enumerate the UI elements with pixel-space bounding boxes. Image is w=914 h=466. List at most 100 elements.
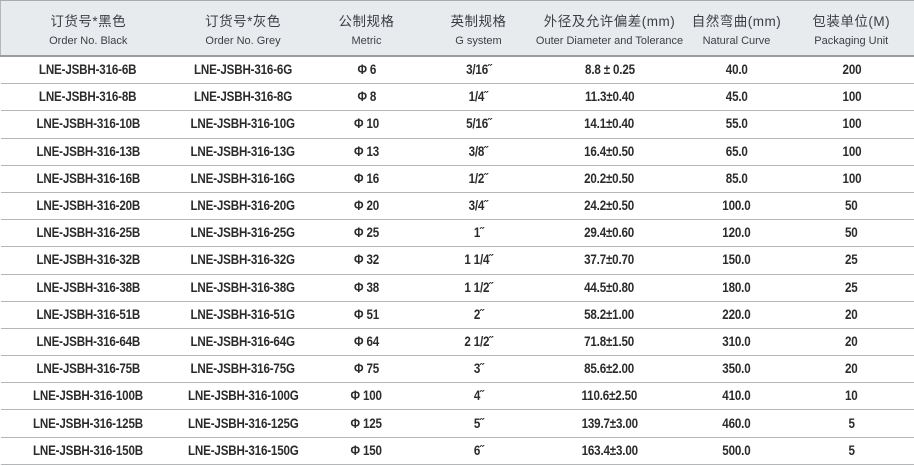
cell: LNE-JSBH-316-32B bbox=[0, 246, 176, 275]
cell-text: 5/16˝ bbox=[465, 116, 492, 132]
table-row: LNE-JSBH-316-125B LNE-JSBH-316-125G Φ 125 5… bbox=[0, 409, 914, 438]
cell: 100 bbox=[788, 83, 914, 112]
cell: 200 bbox=[788, 56, 914, 85]
cell-text: 139.7±3.00 bbox=[581, 415, 638, 431]
cell-text: 10 bbox=[845, 388, 858, 404]
table-row: LNE-JSBH-316-8B LNE-JSBH-316-8G Φ 8 1/4˝ 11.… bbox=[0, 83, 914, 112]
cell-text: LNE-JSBH-316-75G bbox=[190, 361, 296, 377]
cell: Φ 150 bbox=[310, 437, 423, 465]
cell: LNE-JSBH-316-51G bbox=[175, 301, 311, 329]
cell-text: 3/16˝ bbox=[465, 62, 492, 78]
cell-text: Φ 6 bbox=[357, 62, 376, 78]
cell: LNE-JSBH-316-38B bbox=[0, 274, 176, 302]
cell-text: Φ 20 bbox=[354, 198, 379, 214]
table-row: LNE-JSBH-316-51B LNE-JSBH-316-51G Φ 51 2˝ 58… bbox=[0, 301, 914, 329]
cell-text: 20.2±0.50 bbox=[584, 170, 635, 186]
cell: LNE-JSBH-316-6B bbox=[0, 56, 176, 85]
cell: LNE-JSBH-316-6G bbox=[175, 56, 311, 85]
cell-text: 24.2±0.50 bbox=[584, 198, 635, 214]
column-label-en: G system bbox=[455, 34, 502, 47]
cell-text: 1/2˝ bbox=[468, 170, 489, 186]
cell: LNE-JSBH-316-150G bbox=[175, 437, 311, 465]
cell-text: Φ 10 bbox=[354, 116, 379, 132]
cell: LNE-JSBH-316-8G bbox=[175, 83, 311, 112]
cell: 5/16˝ bbox=[422, 110, 535, 139]
cell-text: LNE-JSBH-316-20B bbox=[36, 198, 140, 214]
cell-text: 150.0 bbox=[722, 252, 751, 268]
cell-text: 220.0 bbox=[722, 306, 751, 322]
cell-text: 310.0 bbox=[722, 333, 751, 349]
cell-text: Φ 13 bbox=[354, 143, 379, 159]
cell-text: Φ 32 bbox=[354, 252, 379, 268]
cell: 40.0 bbox=[684, 56, 789, 85]
cell-text: 5 bbox=[848, 415, 855, 431]
cell-text: LNE-JSBH-316-10B bbox=[36, 116, 140, 132]
cell-text: 50 bbox=[845, 225, 858, 241]
cell: 25 bbox=[788, 246, 914, 275]
cell-text: 460.0 bbox=[722, 415, 751, 431]
column-header-natural-curve: 自然弯曲(mm) Natural Curve bbox=[684, 0, 789, 57]
cell: 1/4˝ bbox=[422, 83, 535, 112]
cell: Φ 20 bbox=[310, 192, 423, 221]
cell-text: 1/4˝ bbox=[468, 89, 489, 105]
table-row: LNE-JSBH-316-6B LNE-JSBH-316-6G Φ 6 3/16˝ 8.… bbox=[0, 56, 914, 85]
cell-text: LNE-JSBH-316-64B bbox=[36, 333, 140, 349]
cell-text: 5 bbox=[848, 442, 855, 458]
cell: 85.0 bbox=[684, 165, 789, 193]
cell-text: LNE-JSBH-316-32B bbox=[36, 252, 140, 268]
cell-text: 6˝ bbox=[473, 442, 484, 458]
cell: 220.0 bbox=[684, 301, 789, 329]
cell: Φ 16 bbox=[310, 165, 423, 193]
cell-text: 100 bbox=[842, 143, 861, 159]
cell-text: Φ 125 bbox=[350, 415, 383, 431]
column-label-zh: 订货号*黑色 bbox=[50, 13, 127, 29]
cell: LNE-JSBH-316-20B bbox=[0, 192, 176, 221]
column-header-order-grey: 订货号*灰色 Order No. Grey bbox=[175, 0, 311, 57]
cell-text: Φ 51 bbox=[354, 306, 379, 322]
cell-text: 1 1/2˝ bbox=[464, 279, 493, 295]
cell: LNE-JSBH-316-125G bbox=[175, 409, 311, 438]
cell-text: 163.4±3.00 bbox=[581, 442, 638, 458]
cell-text: LNE-JSBH-316-51G bbox=[190, 306, 296, 322]
cell: 25 bbox=[788, 274, 914, 302]
cell-text: 100 bbox=[842, 116, 861, 132]
cell-text: 4˝ bbox=[473, 388, 484, 404]
cell-text: 40.0 bbox=[725, 62, 748, 78]
cell-text: LNE-JSBH-316-100B bbox=[33, 388, 143, 404]
cell: Φ 10 bbox=[310, 110, 423, 139]
cell: LNE-JSBH-316-75B bbox=[0, 355, 176, 384]
cell: LNE-JSBH-316-10B bbox=[0, 110, 176, 139]
column-label-zh: 外径及允许偏差(mm) bbox=[543, 13, 676, 29]
column-label-zh: 自然弯曲(mm) bbox=[691, 13, 782, 29]
cell: LNE-JSBH-316-16B bbox=[0, 165, 176, 193]
cell-text: 16.4±0.50 bbox=[584, 143, 635, 159]
cell: 100.0 bbox=[684, 192, 789, 221]
cell: 100 bbox=[788, 165, 914, 193]
cell: 460.0 bbox=[684, 409, 789, 438]
cell: LNE-JSBH-316-38G bbox=[175, 274, 311, 302]
cell-text: Φ 16 bbox=[354, 170, 379, 186]
column-label-en: Packaging Unit bbox=[814, 34, 889, 47]
cell: Φ 25 bbox=[310, 219, 423, 248]
cell-text: 25 bbox=[845, 279, 858, 295]
cell-text: Φ 8 bbox=[357, 89, 376, 105]
cell-text: LNE-JSBH-316-20G bbox=[190, 198, 296, 214]
cell: LNE-JSBH-316-75G bbox=[175, 355, 311, 384]
cell: 2 1/2˝ bbox=[422, 328, 535, 357]
cell-text: 20 bbox=[845, 306, 858, 322]
cell-text: 11.3±0.40 bbox=[584, 89, 635, 105]
cell: LNE-JSBH-316-25B bbox=[0, 219, 176, 248]
cell-text: 100.0 bbox=[722, 198, 751, 214]
cell: 71.8±1.50 bbox=[534, 328, 685, 357]
cell: LNE-JSBH-316-8B bbox=[0, 83, 176, 112]
cell: 310.0 bbox=[684, 328, 789, 357]
cell-text: Φ 64 bbox=[354, 333, 379, 349]
table-row: LNE-JSBH-316-38B LNE-JSBH-316-38G Φ 38 1 1/… bbox=[0, 274, 914, 302]
column-label-en: Natural Curve bbox=[702, 34, 771, 47]
cell-text: LNE-JSBH-316-16G bbox=[190, 170, 296, 186]
cell-text: LNE-JSBH-316-13G bbox=[190, 143, 296, 159]
cell-text: 45.0 bbox=[725, 89, 748, 105]
cell-text: LNE-JSBH-316-38B bbox=[36, 279, 140, 295]
cell-text: LNE-JSBH-316-6B bbox=[39, 62, 137, 78]
